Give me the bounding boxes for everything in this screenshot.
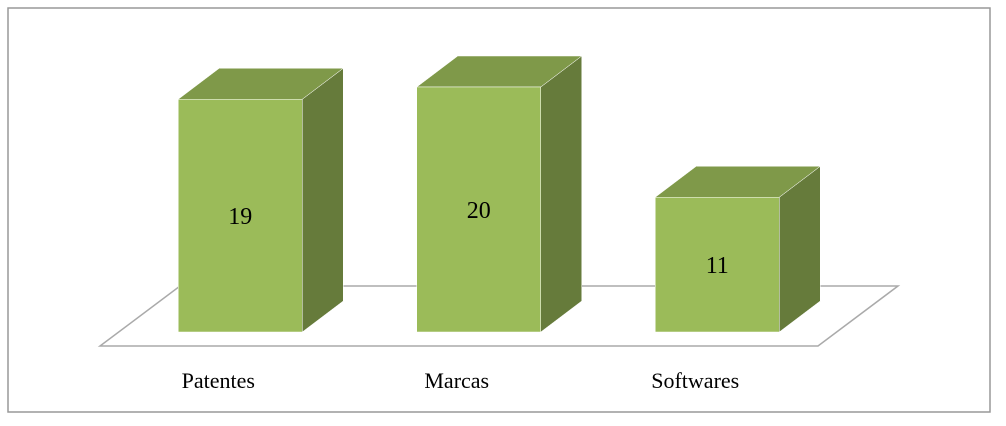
bar bbox=[178, 99, 303, 333]
data-label: 20 bbox=[467, 198, 491, 224]
x-tick-label: Softwares bbox=[651, 368, 739, 393]
x-tick-label: Marcas bbox=[424, 368, 489, 393]
bar bbox=[655, 197, 780, 333]
bar-side bbox=[540, 55, 582, 333]
bar bbox=[416, 86, 541, 333]
data-label: 19 bbox=[228, 204, 252, 230]
data-label: 11 bbox=[706, 253, 729, 279]
bar-side bbox=[302, 67, 344, 333]
x-tick-label: Patentes bbox=[182, 368, 255, 393]
